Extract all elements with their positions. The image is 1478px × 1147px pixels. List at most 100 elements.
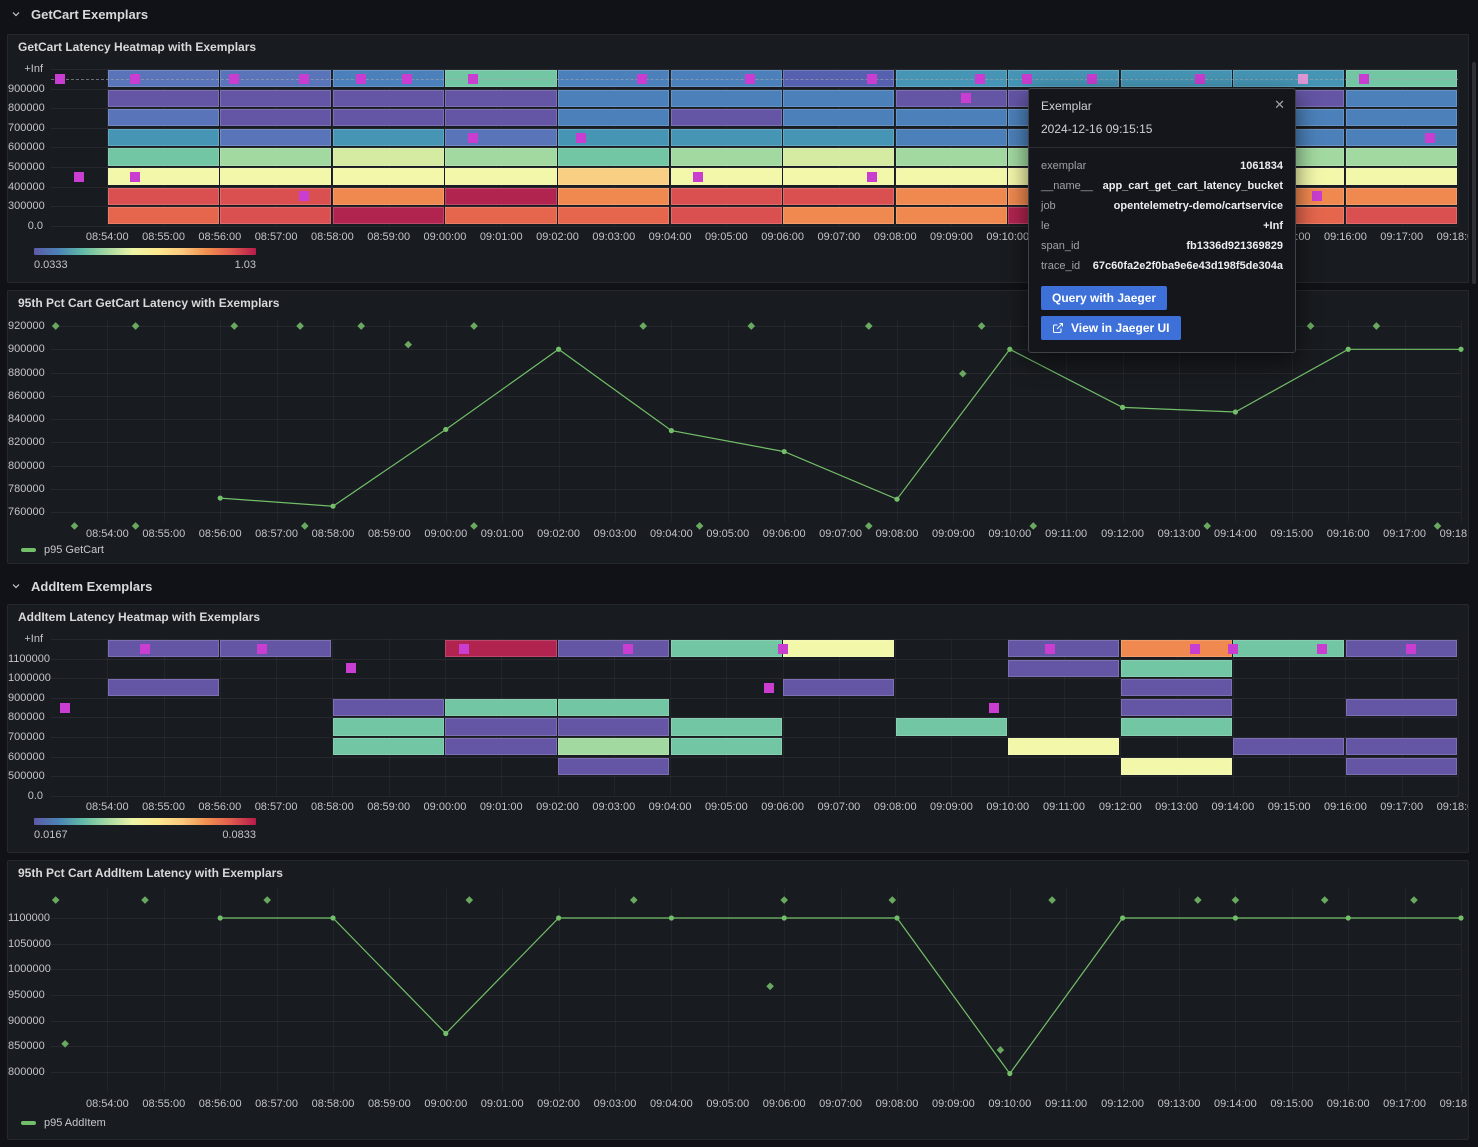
exemplar-marker[interactable] xyxy=(355,73,366,84)
heatmap-cell[interactable] xyxy=(332,148,444,166)
heatmap-cell[interactable] xyxy=(1120,757,1232,775)
heatmap-cell[interactable] xyxy=(220,168,332,186)
heatmap-cell[interactable] xyxy=(332,738,444,756)
heatmap-cell[interactable] xyxy=(445,738,557,756)
heatmap-cell[interactable] xyxy=(107,640,219,658)
exemplar-marker[interactable] xyxy=(402,73,413,84)
query-with-jaeger-button[interactable]: Query with Jaeger xyxy=(1041,286,1168,310)
heatmap-cell[interactable] xyxy=(1345,168,1457,186)
exemplar-marker[interactable] xyxy=(1312,191,1323,202)
exemplar-marker[interactable] xyxy=(299,73,310,84)
heatmap-cell[interactable] xyxy=(445,109,557,127)
heatmap-cell[interactable] xyxy=(558,187,670,205)
heatmap-cell[interactable] xyxy=(1345,757,1457,775)
heatmap-cell[interactable] xyxy=(445,148,557,166)
heatmap-cell[interactable] xyxy=(895,168,1007,186)
panel-title[interactable]: GetCart Latency Heatmap with Exemplars xyxy=(18,40,257,54)
section-header-additem[interactable]: AddItem Exemplars xyxy=(0,572,1478,600)
heatmap-cell[interactable] xyxy=(783,70,895,88)
heatmap-cell[interactable] xyxy=(220,207,332,225)
exemplar-marker[interactable] xyxy=(346,663,357,674)
heatmap-cell[interactable] xyxy=(220,187,332,205)
series-legend[interactable]: p95 AddItem xyxy=(21,1117,106,1129)
heatmap-cell[interactable] xyxy=(670,640,782,658)
heatmap-cell[interactable] xyxy=(783,89,895,107)
exemplar-marker[interactable] xyxy=(763,683,774,693)
heatmap-cell[interactable] xyxy=(783,679,895,697)
heatmap-cell[interactable] xyxy=(1120,718,1232,736)
series-legend[interactable]: p95 GetCart xyxy=(21,544,104,556)
exemplar-marker[interactable] xyxy=(1424,132,1435,143)
exemplar-marker[interactable] xyxy=(960,93,971,104)
heatmap-cell[interactable] xyxy=(445,89,557,107)
heatmap-cell[interactable] xyxy=(1345,207,1457,225)
panel-title[interactable]: 95th Pct Cart GetCart Latency with Exemp… xyxy=(18,296,280,310)
heatmap-cell[interactable] xyxy=(1120,659,1232,677)
exemplar-marker[interactable] xyxy=(693,171,704,182)
exemplar-diamond[interactable] xyxy=(766,982,774,991)
heatmap-cell[interactable] xyxy=(1345,738,1457,756)
heatmap-cell[interactable] xyxy=(332,207,444,225)
exemplar-marker[interactable] xyxy=(575,132,586,143)
heatmap-cell[interactable] xyxy=(445,718,557,736)
exemplar-diamond[interactable] xyxy=(51,896,60,904)
heatmap-cell[interactable] xyxy=(558,168,670,186)
heatmap-cell[interactable] xyxy=(558,89,670,107)
heatmap-cell[interactable] xyxy=(107,168,219,186)
heatmap-cell[interactable] xyxy=(783,640,895,658)
exemplar-marker[interactable] xyxy=(1227,643,1238,654)
heatmap-cell[interactable] xyxy=(107,207,219,225)
heatmap-cell[interactable] xyxy=(1233,738,1345,756)
exemplar-marker[interactable] xyxy=(777,643,788,654)
heatmap-cell[interactable] xyxy=(1120,698,1232,716)
heatmap-cell[interactable] xyxy=(895,718,1007,736)
heatmap-cell[interactable] xyxy=(783,168,895,186)
heatmap-cell[interactable] xyxy=(332,698,444,716)
heatmap-cell[interactable] xyxy=(220,640,332,658)
view-in-jaeger-button[interactable]: View in Jaeger UI xyxy=(1041,316,1181,340)
exemplar-diamond[interactable] xyxy=(1410,896,1418,904)
exemplar-marker[interactable] xyxy=(1044,643,1055,654)
exemplar-diamond[interactable] xyxy=(958,369,967,378)
exemplar-marker[interactable] xyxy=(1359,73,1370,84)
heatmap-cell[interactable] xyxy=(445,207,557,225)
section-header-getcart[interactable]: GetCart Exemplars xyxy=(0,0,1478,28)
heatmap-cell[interactable] xyxy=(332,109,444,127)
exemplar-marker[interactable] xyxy=(744,73,755,84)
heatmap-cell[interactable] xyxy=(107,679,219,697)
panel-title[interactable]: 95th Pct Cart AddItem Latency with Exemp… xyxy=(18,866,283,880)
exemplar-marker[interactable] xyxy=(228,73,239,84)
exemplar-marker[interactable] xyxy=(1195,73,1206,84)
heatmap-cell[interactable] xyxy=(558,757,670,775)
heatmap-cell[interactable] xyxy=(895,207,1007,225)
exemplar-marker[interactable] xyxy=(1021,73,1032,84)
heatmap-cell[interactable] xyxy=(783,109,895,127)
heatmap-cell[interactable] xyxy=(670,738,782,756)
exemplar-diamond[interactable] xyxy=(1048,896,1056,904)
heatmap-cell[interactable] xyxy=(895,109,1007,127)
heatmap-cell[interactable] xyxy=(895,148,1007,166)
heatmap-cell[interactable] xyxy=(1345,128,1457,146)
heatmap-cell[interactable] xyxy=(783,148,895,166)
heatmap-cell[interactable] xyxy=(1008,640,1120,658)
heatmap-cell[interactable] xyxy=(670,168,782,186)
heatmap-cell[interactable] xyxy=(220,109,332,127)
exemplar-marker[interactable] xyxy=(60,702,71,713)
heatmap-cell[interactable] xyxy=(107,148,219,166)
heatmap-cell[interactable] xyxy=(220,89,332,107)
heatmap-cell[interactable] xyxy=(558,109,670,127)
heatmap-cell[interactable] xyxy=(670,718,782,736)
exemplar-marker[interactable] xyxy=(866,73,877,84)
heatmap-cell[interactable] xyxy=(670,109,782,127)
heatmap-cell[interactable] xyxy=(670,148,782,166)
panel-title[interactable]: AddItem Latency Heatmap with Exemplars xyxy=(18,610,261,624)
scrollbar[interactable] xyxy=(1472,62,1476,284)
heatmap-cell[interactable] xyxy=(220,148,332,166)
heatmap-cell[interactable] xyxy=(332,128,444,146)
heatmap-cell[interactable] xyxy=(1120,679,1232,697)
heatmap-cell[interactable] xyxy=(895,128,1007,146)
heatmap-cell[interactable] xyxy=(107,89,219,107)
heatmap-cell[interactable] xyxy=(1345,70,1457,88)
heatmap-cell[interactable] xyxy=(1345,698,1457,716)
heatmap-cell[interactable] xyxy=(332,187,444,205)
